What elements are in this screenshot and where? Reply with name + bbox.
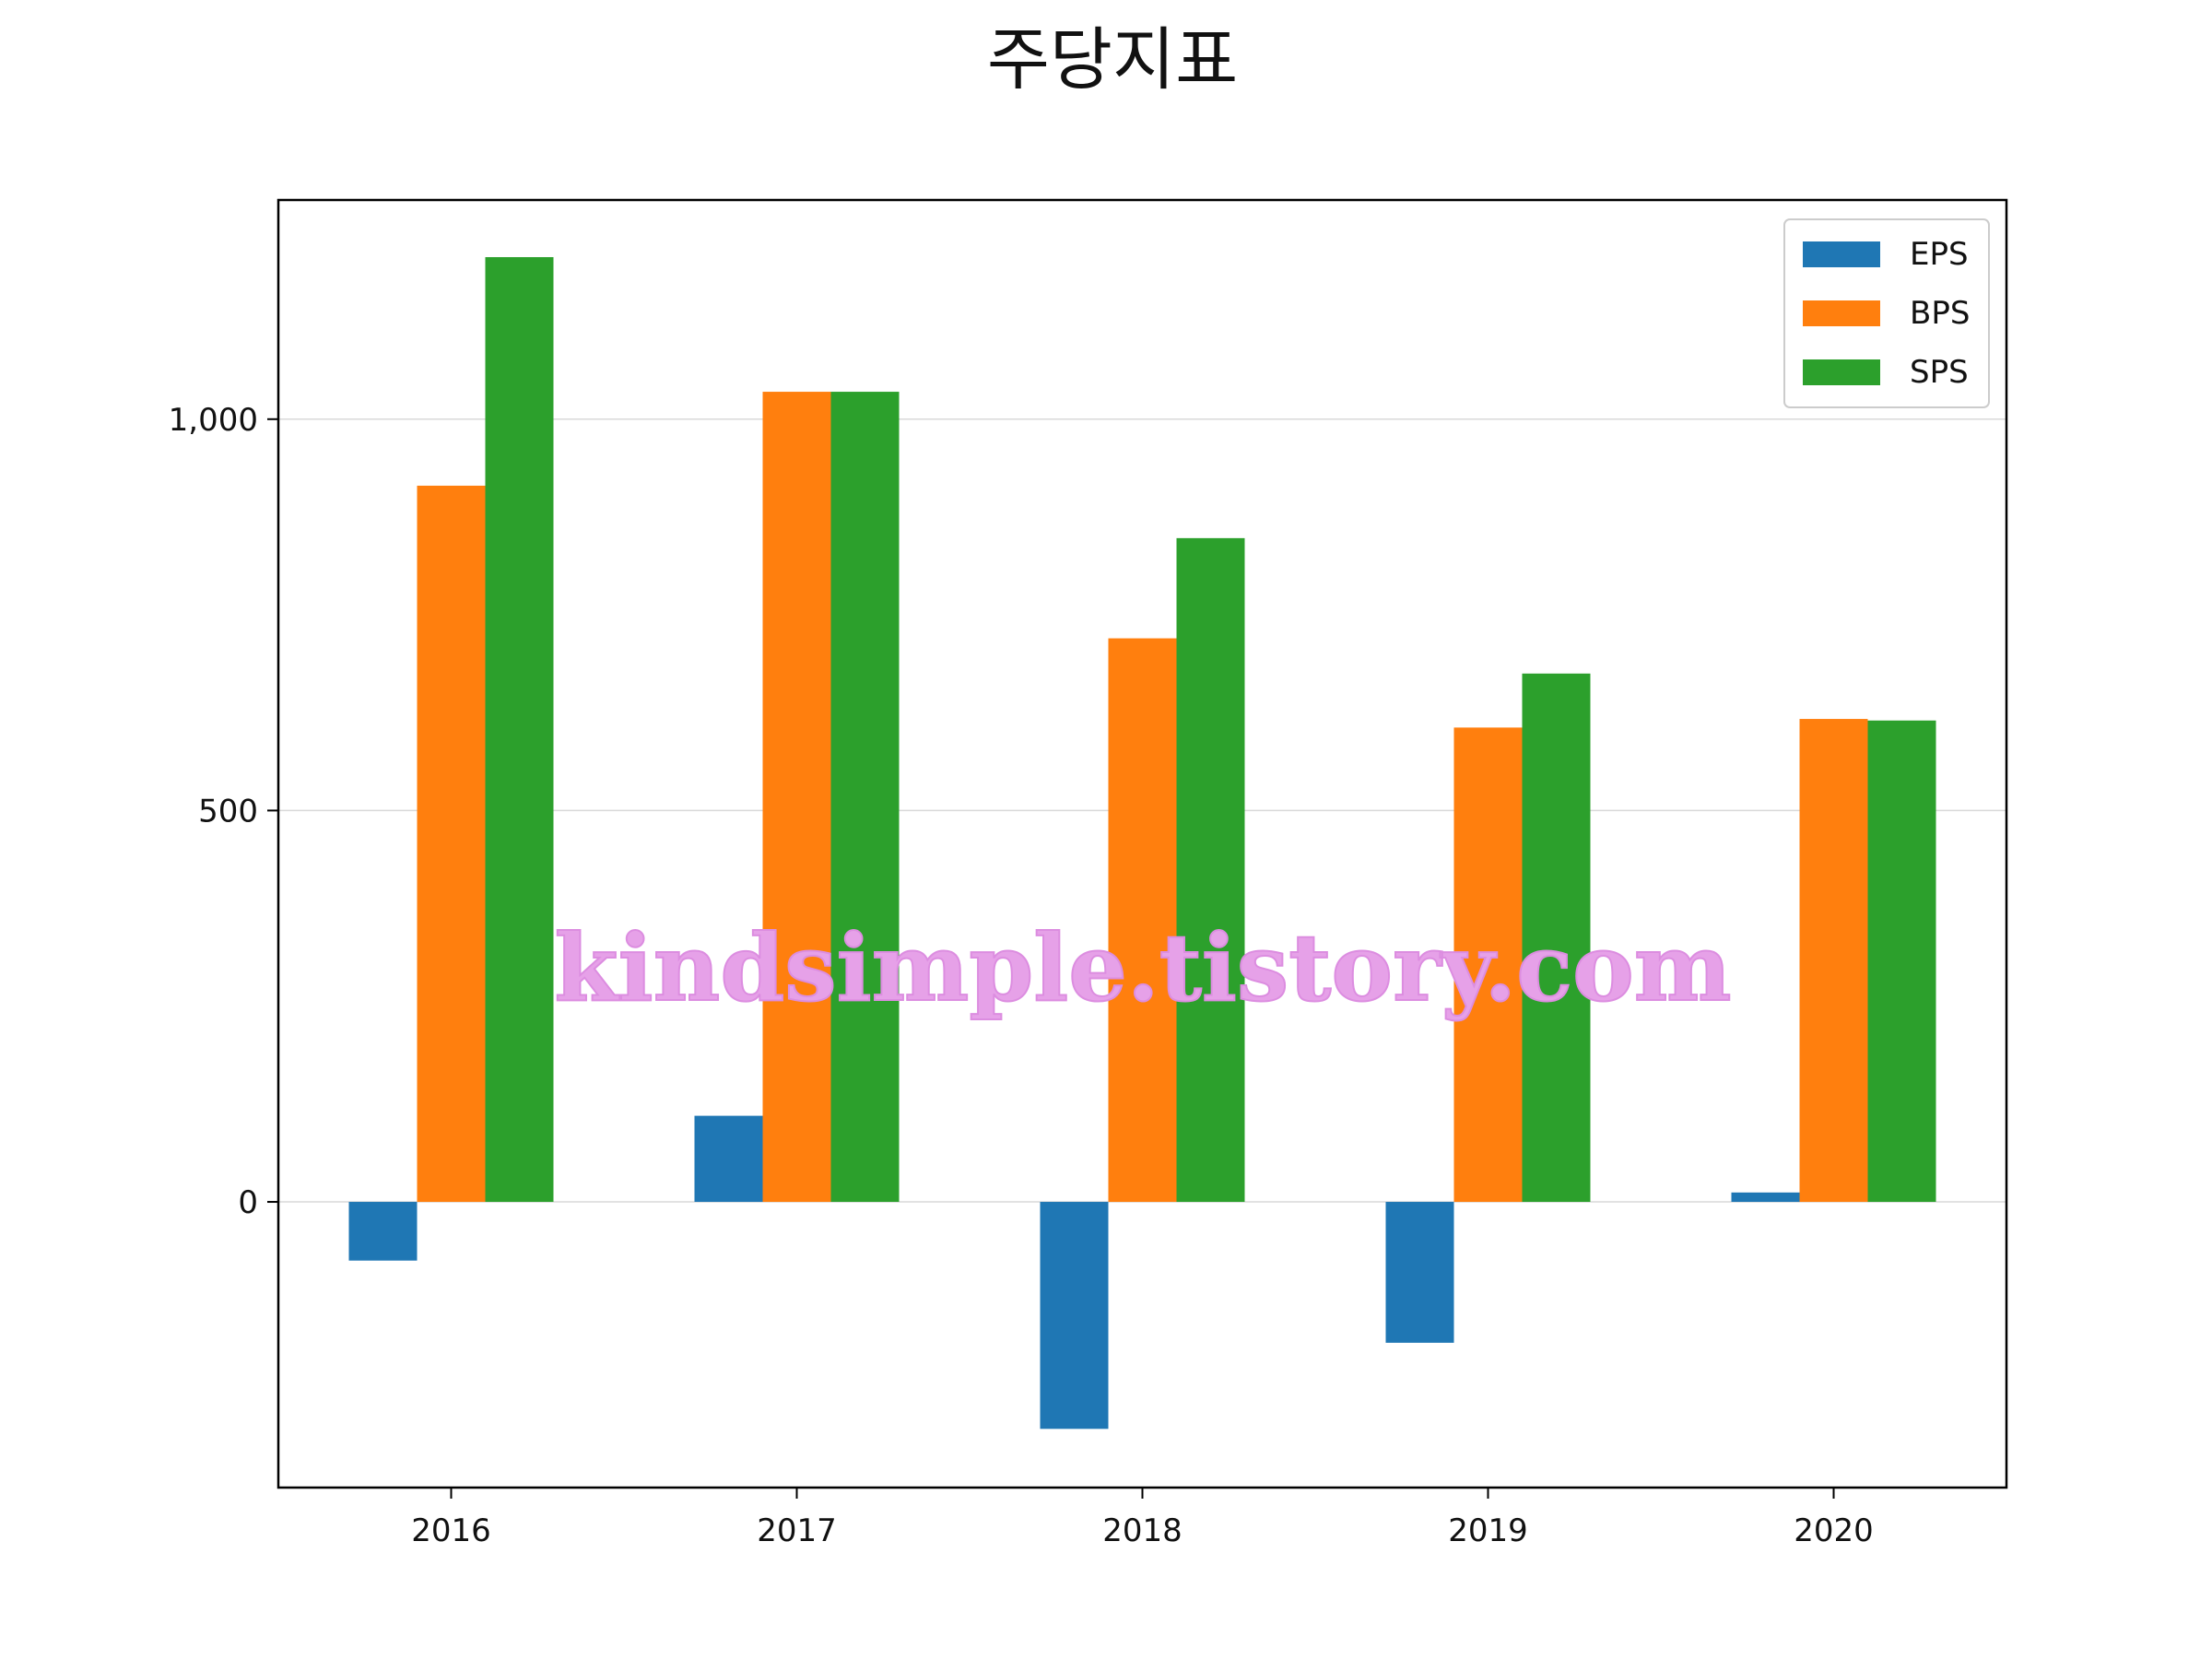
bar-sps-2016: [485, 256, 554, 1203]
legend-swatch-eps: [1803, 241, 1880, 267]
bar-bps-2019: [1453, 727, 1523, 1203]
bar-bps-2017: [762, 392, 831, 1203]
y-tick-label: 1,000: [169, 402, 258, 439]
x-tick-label: 2016: [411, 1512, 491, 1549]
axis-ticks: 0 500 1,000 2016 2017 2018 2019 2020: [169, 402, 1874, 1549]
x-tick-label: 2017: [757, 1512, 837, 1549]
chart-title: 주당지표: [987, 20, 1238, 100]
watermark: kindsimple.tistory.com: [554, 913, 1731, 1022]
x-tick-label: 2019: [1448, 1512, 1528, 1549]
bar-sps-2018: [1176, 537, 1245, 1203]
bar-eps-2016: [348, 1202, 418, 1261]
bar-eps-2018: [1040, 1202, 1109, 1430]
bar-bps-2020: [1799, 719, 1868, 1203]
bar-sps-2017: [830, 392, 900, 1203]
legend-label-eps: EPS: [1910, 236, 1969, 273]
x-tick-label: 2018: [1102, 1512, 1182, 1549]
bars: [348, 256, 1936, 1430]
bar-eps-2019: [1385, 1202, 1454, 1343]
bar-bps-2018: [1108, 638, 1177, 1203]
y-tick-label: 0: [238, 1184, 258, 1221]
x-tick-label: 2020: [1794, 1512, 1874, 1549]
bar-eps-2020: [1731, 1192, 1800, 1203]
bar-eps-2017: [694, 1115, 763, 1203]
legend-label-bps: BPS: [1910, 295, 1970, 332]
legend: EPS BPS SPS: [1783, 218, 1990, 408]
legend-swatch-bps: [1803, 300, 1880, 326]
bar-bps-2016: [417, 485, 486, 1203]
legend-swatch-sps: [1803, 359, 1880, 385]
legend-label-sps: SPS: [1910, 354, 1969, 391]
y-tick-label: 500: [198, 793, 258, 830]
bar-sps-2020: [1867, 720, 1936, 1203]
bar-sps-2019: [1522, 673, 1591, 1203]
